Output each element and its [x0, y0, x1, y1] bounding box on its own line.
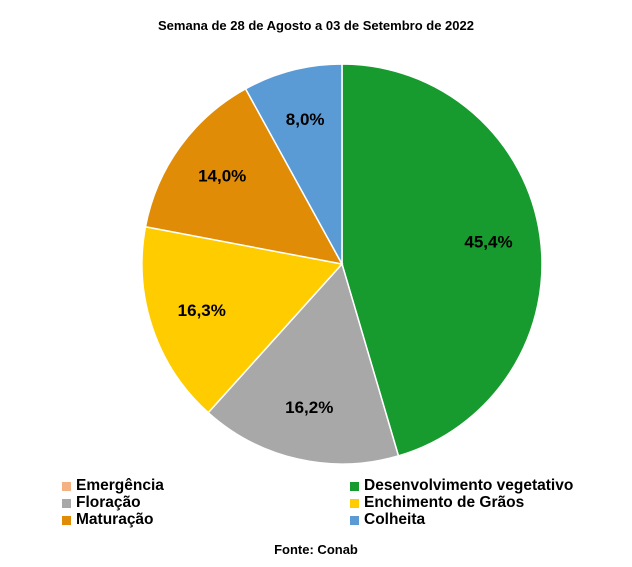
slice-label-4: 14,0% [198, 167, 246, 186]
pie-slice-1 [341, 63, 543, 457]
legend-item-4: Maturação [62, 511, 154, 529]
legend-swatch-0 [62, 481, 71, 491]
legend-item-3: Enchimento de Grãos [350, 494, 524, 512]
slice-label-5: 8,0% [286, 110, 325, 129]
legend-label-3: Enchimento de Grãos [364, 494, 525, 511]
legend-swatch-5 [350, 515, 359, 525]
chart-title: Semana de 28 de Agosto a 03 de Setembro … [158, 18, 474, 33]
pie-slice-5 [244, 63, 343, 265]
source-note: Fonte: Conab [274, 542, 358, 557]
pie-slice-4 [144, 87, 344, 266]
slice-label-1: 45,4% [464, 232, 512, 251]
legend-label-2: Floração [76, 494, 141, 511]
slice-label-2: 16,2% [285, 398, 333, 417]
legend-label-1: Desenvolvimento vegetativo [364, 477, 574, 494]
legend-item-5: Colheita [350, 511, 425, 529]
slice-label-3: 16,3% [178, 301, 226, 320]
pie-slice-2 [207, 262, 400, 465]
pie-slice-3 [141, 225, 344, 414]
legend-item-2: Floração [62, 494, 141, 512]
legend-label-4: Maturação [76, 511, 154, 528]
legend-swatch-1 [350, 481, 359, 491]
legend-item-1: Desenvolvimento vegetativo [350, 477, 573, 495]
legend-item-0: Emergência [62, 477, 164, 495]
legend-label-5: Colheita [364, 511, 426, 528]
legend-swatch-2 [62, 498, 71, 508]
legend-label-0: Emergência [76, 477, 164, 494]
legend-swatch-4 [62, 515, 71, 525]
legend-swatch-3 [350, 498, 359, 508]
